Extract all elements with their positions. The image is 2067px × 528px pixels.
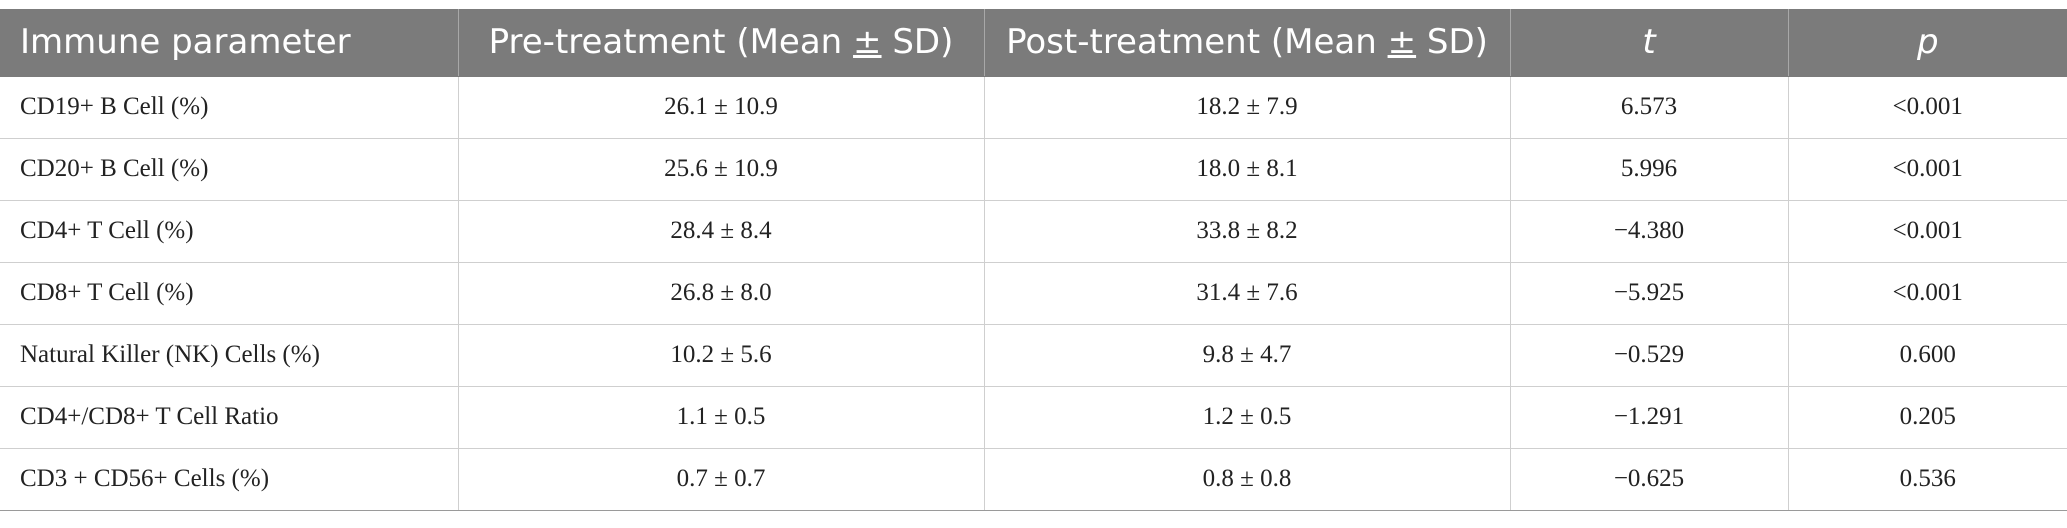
header-pre-plus-minus: ± (853, 22, 882, 63)
cell-immune-parameter: CD4+ T Cell (%) (0, 200, 459, 263)
cell-post-treatment: 9.8 ± 4.7 (984, 324, 1511, 387)
header-immune-parameter: Immune parameter (0, 9, 459, 77)
cell-post-treatment: 18.0 ± 8.1 (984, 138, 1511, 201)
cell-p-value: 0.205 (1788, 386, 2067, 449)
cell-post-treatment: 1.2 ± 0.5 (984, 386, 1511, 449)
table-row: CD8+ T Cell (%) 26.8 ± 8.0 31.4 ± 7.6 −5.92… (0, 262, 2067, 325)
table-row: CD20+ B Cell (%) 25.6 ± 10.9 18.0 ± 8.1 5.9… (0, 138, 2067, 201)
table-body: CD19+ B Cell (%) 26.1 ± 10.9 18.2 ± 7.9 6.5… (0, 76, 2067, 511)
cell-t-value: −4.380 (1510, 200, 1789, 263)
cell-immune-parameter: CD8+ T Cell (%) (0, 262, 459, 325)
cell-pre-treatment: 1.1 ± 0.5 (458, 386, 985, 449)
table-header: Immune parameter Pre-treatment (Mean ± S… (0, 9, 2067, 77)
cell-pre-treatment: 26.1 ± 10.9 (458, 76, 985, 139)
table-row: Natural Killer (NK) Cells (%) 10.2 ± 5.6 9… (0, 324, 2067, 387)
cell-pre-treatment: 0.7 ± 0.7 (458, 448, 985, 511)
cell-t-value: −0.529 (1510, 324, 1789, 387)
cell-post-treatment: 33.8 ± 8.2 (984, 200, 1511, 263)
table-row: CD3 + CD56+ Cells (%) 0.7 ± 0.7 0.8 ± 0.8−… (0, 448, 2067, 511)
cell-p-value: <0.001 (1788, 200, 2067, 263)
cell-immune-parameter: Natural Killer (NK) Cells (%) (0, 324, 459, 387)
cell-pre-treatment: 28.4 ± 8.4 (458, 200, 985, 263)
cell-immune-parameter: CD19+ B Cell (%) (0, 76, 459, 139)
cell-pre-treatment: 25.6 ± 10.9 (458, 138, 985, 201)
header-post-plus-minus: ± (1387, 22, 1417, 63)
cell-pre-treatment: 10.2 ± 5.6 (458, 324, 985, 387)
cell-pre-treatment: 26.8 ± 8.0 (458, 262, 985, 325)
table-row: CD4+ T Cell (%) 28.4 ± 8.4 33.8 ± 8.2 −4.38… (0, 200, 2067, 263)
cell-immune-parameter: CD3 + CD56+ Cells (%) (0, 448, 459, 511)
cell-post-treatment: 0.8 ± 0.8 (984, 448, 1511, 511)
cell-t-value: −5.925 (1510, 262, 1789, 325)
header-p: p (1788, 9, 2067, 77)
header-pre-prefix: Pre-treatment (Mean (488, 22, 854, 63)
cell-t-value: 6.573 (1510, 76, 1789, 139)
cell-p-value: 0.600 (1788, 324, 2067, 387)
header-post-prefix: Post-treatment (Mean (1006, 22, 1388, 63)
cell-t-value: 5.996 (1510, 138, 1789, 201)
header-post-suffix: SD) (1416, 22, 1488, 63)
cell-immune-parameter: CD4+/CD8+ T Cell Ratio (0, 386, 459, 449)
cell-post-treatment: 18.2 ± 7.9 (984, 76, 1511, 139)
cell-p-value: <0.001 (1788, 262, 2067, 325)
header-row: Immune parameter Pre-treatment (Mean ± S… (0, 9, 2067, 77)
cell-p-value: 0.536 (1788, 448, 2067, 511)
cell-t-value: −1.291 (1510, 386, 1789, 449)
header-t: t (1510, 9, 1789, 77)
header-post-treatment: Post-treatment (Mean ± SD) (984, 9, 1511, 77)
cell-p-value: <0.001 (1788, 138, 2067, 201)
cell-t-value: −0.625 (1510, 448, 1789, 511)
cell-post-treatment: 31.4 ± 7.6 (984, 262, 1511, 325)
immune-parameter-table: Immune parameter Pre-treatment (Mean ± S… (0, 9, 2067, 511)
header-pre-suffix: SD) (881, 22, 954, 63)
header-pre-treatment: Pre-treatment (Mean ± SD) (458, 9, 985, 77)
table-row: CD19+ B Cell (%) 26.1 ± 10.9 18.2 ± 7.9 6.5… (0, 76, 2067, 139)
table-row: CD4+/CD8+ T Cell Ratio 1.1 ± 0.5 1.2 ± 0.5… (0, 386, 2067, 449)
cell-immune-parameter: CD20+ B Cell (%) (0, 138, 459, 201)
cell-p-value: <0.001 (1788, 76, 2067, 139)
